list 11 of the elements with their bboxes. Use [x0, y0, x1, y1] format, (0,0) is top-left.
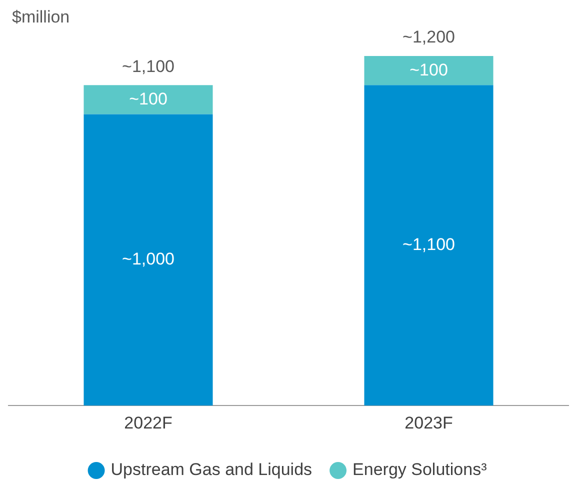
data-label: ~100	[410, 60, 448, 80]
legend-label: Energy Solutions³	[352, 460, 488, 480]
data-label: ~1,100	[402, 235, 455, 254]
total-label: ~1,100	[122, 56, 174, 76]
total-label: ~1,200	[402, 28, 455, 47]
x-tick-label: 2022F	[124, 413, 172, 432]
data-label: ~1,000	[122, 250, 174, 269]
data-label: ~100	[129, 89, 168, 108]
legend-label: Upstream Gas and Liquids	[110, 460, 312, 480]
x-tick-label: 2023F	[404, 413, 453, 432]
y-axis-title: $million	[12, 8, 70, 27]
